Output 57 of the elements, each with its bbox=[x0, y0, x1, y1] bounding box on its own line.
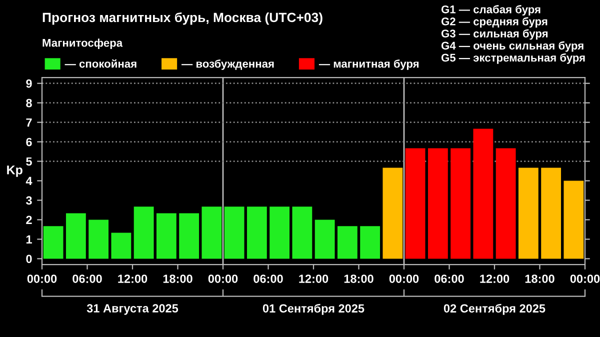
bar bbox=[496, 148, 516, 259]
bar bbox=[88, 220, 109, 259]
y-tick-label: 6 bbox=[26, 138, 32, 146]
y-tick-label: 8 bbox=[26, 98, 32, 108]
bar bbox=[564, 180, 584, 259]
y-tick-label: 3 bbox=[26, 196, 32, 205]
x-tick-label: 06:00 bbox=[254, 274, 283, 283]
y-tick-label: 4 bbox=[26, 176, 32, 186]
bar bbox=[156, 213, 176, 259]
bar bbox=[360, 226, 380, 259]
y-tick-label: 0 bbox=[26, 254, 32, 264]
legend-label: — магнитная буря bbox=[318, 59, 419, 70]
bar bbox=[246, 206, 267, 259]
bar bbox=[428, 148, 448, 259]
x-tick-label: 00:00 bbox=[208, 274, 238, 283]
bar bbox=[405, 148, 426, 259]
bar bbox=[518, 168, 538, 259]
bar bbox=[270, 206, 290, 259]
text: 31 Августа 2025 bbox=[86, 304, 178, 315]
text: 01 Сентября 2025 bbox=[262, 304, 364, 315]
x-tick-label: 18:00 bbox=[344, 274, 374, 283]
y-axis-title: Kp bbox=[7, 166, 22, 177]
bar bbox=[111, 232, 132, 259]
text: 02 Сентября 2025 bbox=[444, 304, 546, 315]
text: G1 — слабая буря G2 — средняя буря G3 — сильная буря G4 — очень сильная буря G5 — экстремальная буря bbox=[441, 5, 585, 64]
bar bbox=[179, 213, 200, 259]
y-tick-label: 7 bbox=[26, 118, 32, 127]
legend-label: — спокойная bbox=[64, 59, 136, 68]
x-tick-label: 12:00 bbox=[118, 274, 148, 283]
bar bbox=[134, 206, 154, 259]
bar bbox=[314, 220, 335, 259]
bar bbox=[337, 226, 358, 259]
chart-title: Прогноз магнитных бурь, Москва (UTC+03) bbox=[42, 12, 322, 25]
legend-title: Магнитосфера bbox=[42, 38, 123, 49]
bar bbox=[382, 168, 403, 259]
x-tick-label: 06:00 bbox=[434, 274, 464, 283]
bar bbox=[66, 213, 86, 259]
bar bbox=[473, 128, 494, 259]
x-tick-label: 00:00 bbox=[389, 274, 419, 283]
y-tick-label: 9 bbox=[26, 79, 32, 88]
x-tick-label: 12:00 bbox=[480, 274, 510, 283]
bar bbox=[541, 168, 562, 259]
x-tick-label: 06:00 bbox=[72, 274, 102, 283]
x-tick-label: 18:00 bbox=[525, 274, 554, 283]
legend-label: — возбужденная bbox=[182, 59, 274, 70]
y-tick-label: 5 bbox=[26, 157, 32, 166]
x-tick-label: 00:00 bbox=[570, 274, 600, 283]
bar bbox=[202, 206, 222, 259]
bar bbox=[292, 206, 312, 259]
x-tick-label: 18:00 bbox=[163, 274, 192, 283]
bar bbox=[450, 148, 471, 259]
bar bbox=[224, 206, 244, 259]
y-tick-label: 1 bbox=[26, 235, 32, 244]
y-tick-label: 2 bbox=[26, 216, 32, 224]
x-tick-label: 12:00 bbox=[299, 274, 328, 283]
x-tick-label: 00:00 bbox=[27, 274, 57, 283]
bar bbox=[43, 226, 64, 259]
